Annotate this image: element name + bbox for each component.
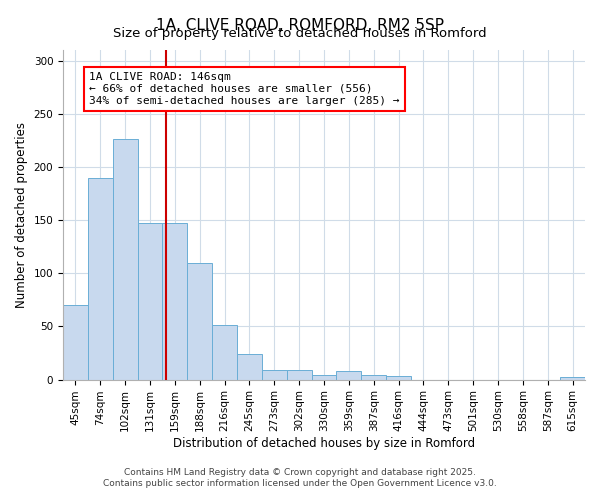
Bar: [311, 376, 337, 380]
Y-axis label: Number of detached properties: Number of detached properties: [15, 122, 28, 308]
Bar: [361, 376, 386, 380]
Bar: [88, 178, 113, 380]
Bar: [63, 305, 88, 380]
X-axis label: Distribution of detached houses by size in Romford: Distribution of detached houses by size …: [173, 437, 475, 450]
Bar: [237, 354, 262, 380]
Bar: [337, 371, 361, 380]
Bar: [212, 326, 237, 380]
Bar: [113, 140, 137, 380]
Bar: [262, 370, 287, 380]
Text: 1A CLIVE ROAD: 146sqm
← 66% of detached houses are smaller (556)
34% of semi-det: 1A CLIVE ROAD: 146sqm ← 66% of detached …: [89, 72, 400, 106]
Bar: [560, 378, 585, 380]
Text: Size of property relative to detached houses in Romford: Size of property relative to detached ho…: [113, 28, 487, 40]
Bar: [187, 262, 212, 380]
Text: Contains HM Land Registry data © Crown copyright and database right 2025.
Contai: Contains HM Land Registry data © Crown c…: [103, 468, 497, 487]
Bar: [137, 224, 163, 380]
Text: 1A, CLIVE ROAD, ROMFORD, RM2 5SP: 1A, CLIVE ROAD, ROMFORD, RM2 5SP: [156, 18, 444, 32]
Bar: [287, 370, 311, 380]
Bar: [386, 376, 411, 380]
Bar: [163, 224, 187, 380]
